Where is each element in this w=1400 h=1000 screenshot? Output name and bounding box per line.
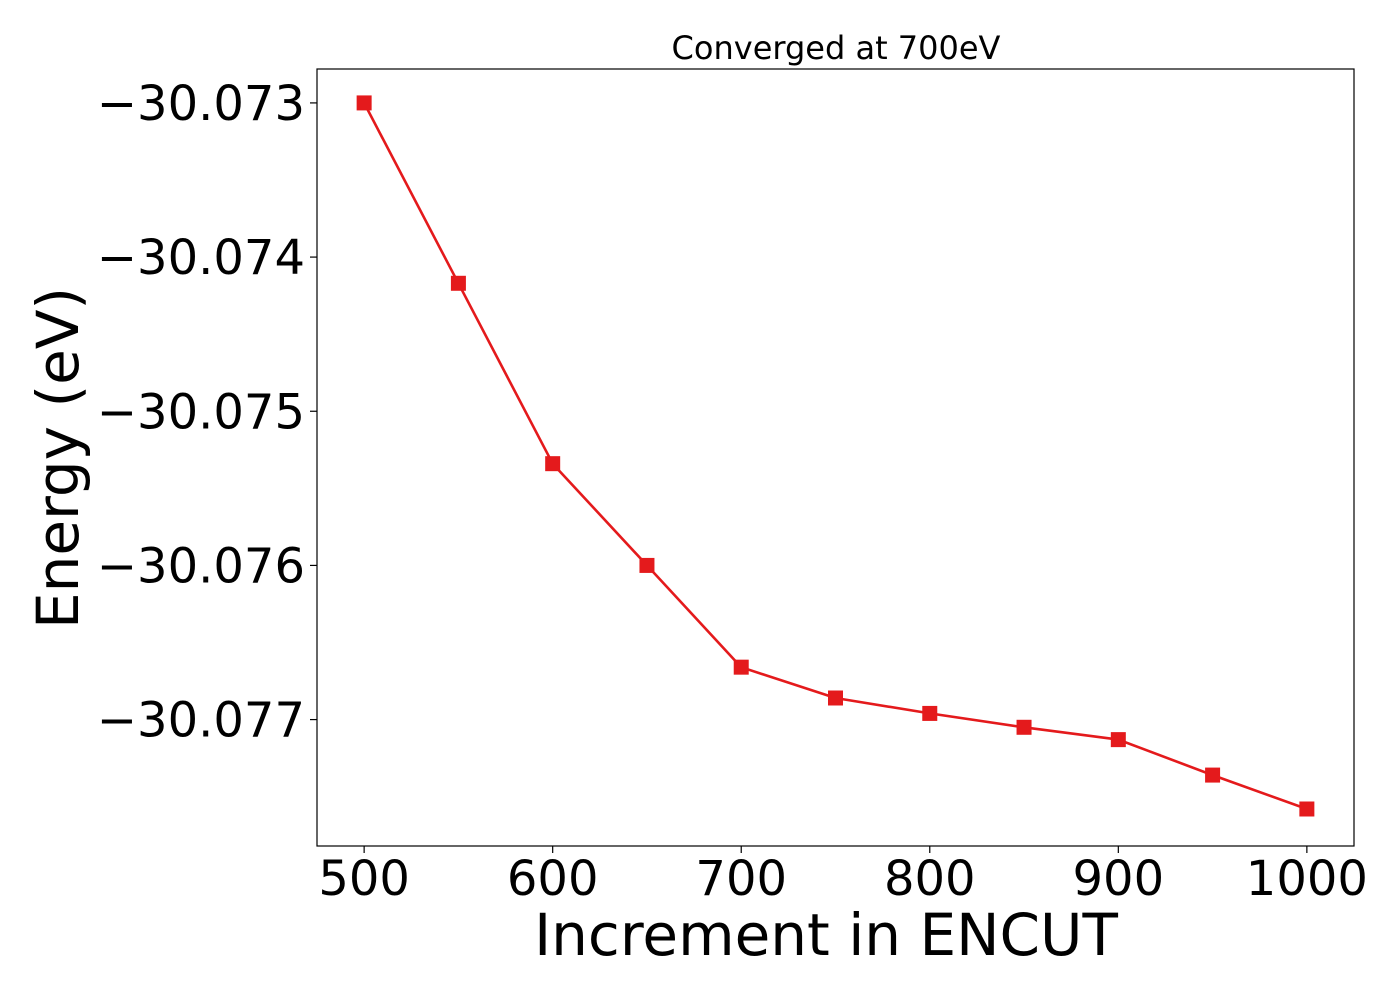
x-axis-ticks: 500 600 700 800 900 1000 [318,846,1368,907]
data-point-marker [545,456,561,472]
x-axis-title: Increment in ENCUT [534,901,1118,969]
y-tick-label: −30.073 [97,76,305,132]
x-tick-label: 500 [318,851,410,907]
data-point-marker [733,659,749,675]
data-point-marker [639,557,655,573]
series-layer [356,95,1315,817]
chart-title: Converged at 700eV [672,29,1001,67]
y-tick-label: −30.074 [97,230,305,286]
y-tick-label: −30.075 [97,384,305,440]
data-point-marker [922,705,938,721]
x-tick-label: 700 [695,851,787,907]
y-axis-ticks: −30.073 −30.074 −30.075 −30.076 −30.077 [97,76,317,749]
data-point-marker [356,95,372,111]
data-point-marker [1299,801,1315,817]
x-tick-label: 900 [1073,851,1165,907]
y-tick-label: −30.077 [97,693,305,749]
x-tick-label: 1000 [1246,851,1368,907]
y-tick-label: −30.076 [97,538,305,594]
data-point-marker [828,690,843,706]
data-point-marker [1110,732,1126,748]
y-axis-title: Energy (eV) [24,287,92,629]
plot-area-frame [316,68,1355,847]
data-point-marker [450,275,466,291]
x-tick-label: 600 [507,851,599,907]
data-point-marker [1016,719,1032,735]
data-point-marker [1205,767,1221,783]
x-tick-label: 800 [884,851,976,907]
